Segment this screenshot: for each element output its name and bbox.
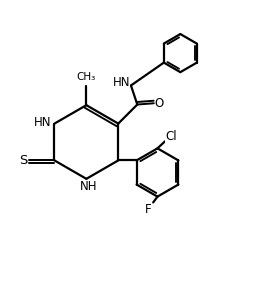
- Text: NH: NH: [80, 180, 97, 193]
- Text: F: F: [145, 203, 152, 216]
- Text: HN: HN: [34, 116, 51, 129]
- Text: Cl: Cl: [165, 130, 177, 143]
- Text: O: O: [155, 97, 164, 110]
- Text: HN: HN: [113, 76, 130, 89]
- Text: S: S: [19, 154, 28, 167]
- Text: CH₃: CH₃: [77, 72, 96, 82]
